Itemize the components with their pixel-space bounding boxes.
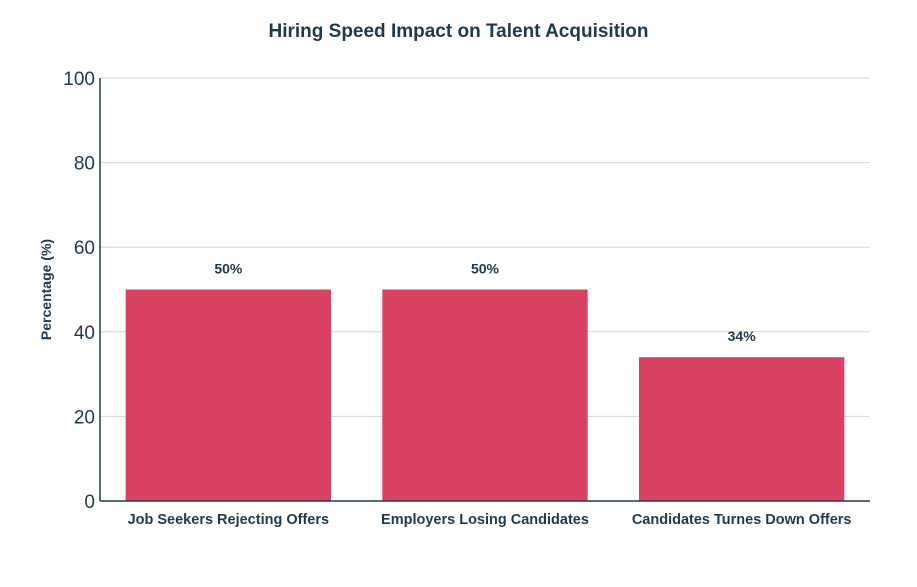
bar [125,289,332,501]
x-tick-label: Employers Losing Candidates [381,512,589,528]
bar-value-label: 50% [214,261,243,277]
axes [99,78,870,502]
chart-title: Hiring Speed Impact on Talent Acquisitio… [268,21,649,42]
y-tick-label: 80 [74,154,95,175]
y-tick-label: 20 [74,407,95,428]
y-tick-label: 60 [74,238,95,259]
bar-value-label: 50% [471,261,500,277]
bar-value-label: 34% [728,328,757,344]
y-tick-label: 40 [74,323,95,344]
y-axis-title: Percentage (%) [38,239,54,340]
bars [125,289,845,501]
y-tick-label: 0 [84,492,95,513]
x-tick-label: Candidates Turnes Down Offers [632,512,852,528]
bar [382,289,588,501]
y-tick-label: 100 [63,69,95,90]
x-tick-label: Job Seekers Rejecting Offers [128,512,329,528]
bar [639,357,845,501]
labels: 0 20 40 60 80 100 50% Job Seekers Rejecting Off… [38,69,852,528]
